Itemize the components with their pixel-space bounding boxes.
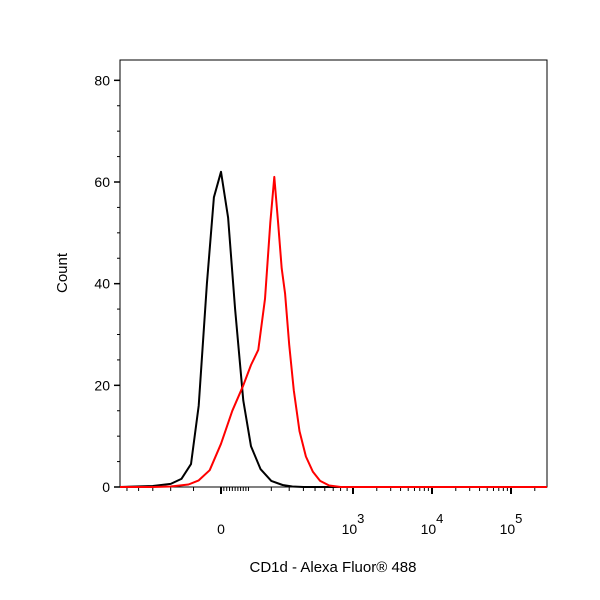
histogram-series-1	[119, 170, 547, 488]
x-tick-base: 10	[500, 521, 516, 537]
y-tick-label: 0	[102, 479, 110, 495]
histogram-series-2	[120, 175, 547, 488]
y-major-ticks: 0 20 40 60 80	[94, 72, 120, 495]
y-axis-title: Count	[54, 252, 71, 293]
plot-frame	[119, 59, 548, 488]
x-tick-label: 105	[500, 511, 523, 537]
x-tick-label: 0	[217, 521, 225, 537]
x-tick-exponent: 3	[357, 511, 364, 526]
x-tick-label: 103	[342, 511, 365, 537]
x-tick-base: 10	[342, 521, 358, 537]
y-minor-ticks	[117, 105, 120, 463]
x-tick-base: 10	[421, 521, 437, 537]
x-tick-base: 0	[217, 521, 225, 537]
x-tick-exponent: 5	[515, 511, 522, 526]
x-axis-title: CD1d - Alexa Fluor® 488	[250, 559, 417, 576]
y-tick-label: 80	[94, 72, 110, 88]
x-tick-exponent: 4	[436, 511, 443, 526]
series-layer	[119, 170, 547, 488]
y-tick-label: 60	[94, 174, 110, 190]
x-minor-ticks	[126, 487, 536, 491]
y-tick-label: 20	[94, 377, 110, 393]
y-tick-label: 40	[94, 276, 110, 292]
x-tick-label: 104	[421, 511, 444, 537]
